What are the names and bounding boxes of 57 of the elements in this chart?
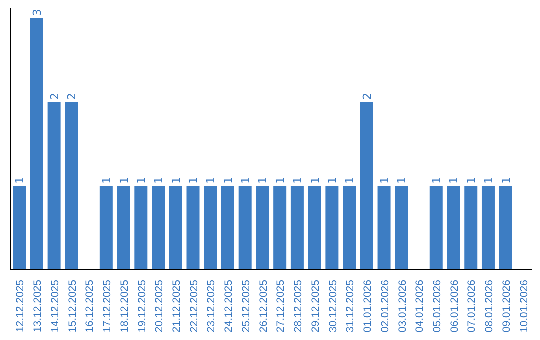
x-tick-label: 12.12.2025 — [14, 280, 27, 333]
data-label: 2 — [360, 93, 374, 100]
data-label: 1 — [378, 177, 392, 184]
data-label: 1 — [308, 177, 322, 184]
data-label: 2 — [48, 93, 62, 100]
data-label: 1 — [152, 177, 166, 184]
x-tick-label: 29.12.2025 — [310, 280, 322, 333]
x-tick-label: 25.12.2025 — [240, 280, 252, 333]
data-label: 1 — [14, 177, 27, 184]
x-tick-label: 02.01.2026 — [379, 280, 392, 333]
data-label: 1 — [222, 177, 235, 184]
data-label: 1 — [204, 177, 218, 184]
data-label: 1 — [448, 177, 461, 184]
x-tick-label: 27.12.2025 — [275, 280, 288, 333]
data-label: 1 — [135, 177, 148, 184]
data-label: 1 — [118, 177, 131, 184]
data-label: 3 — [30, 9, 44, 16]
data-label: 1 — [100, 177, 114, 184]
x-tick-label: 03.01.2026 — [396, 280, 409, 333]
data-label: 1 — [430, 177, 444, 184]
x-tick-label: 07.01.2026 — [466, 280, 478, 333]
x-tick-label: 20.12.2025 — [154, 280, 166, 333]
data-label: 1 — [256, 177, 270, 184]
x-tick-label: 16.12.2025 — [84, 280, 96, 333]
x-tick-label: 22.12.2025 — [188, 280, 200, 333]
x-tick-label: 15.12.2025 — [66, 280, 79, 333]
data-label: 1 — [326, 177, 340, 184]
data-label: 2 — [66, 93, 79, 100]
data-label: 1 — [500, 177, 513, 184]
x-tick-label: 08.01.2026 — [484, 280, 496, 333]
data-label: 1 — [291, 177, 304, 184]
data-label: 1 — [274, 177, 288, 184]
x-tick-label: 10.01.2026 — [518, 280, 530, 333]
data-label: 1 — [482, 177, 496, 184]
data-label: 1 — [344, 177, 357, 184]
x-tick-label: 18.12.2025 — [118, 280, 131, 333]
x-tick-label: 14.12.2025 — [49, 280, 62, 333]
x-tick-label: 26.12.2025 — [258, 280, 270, 333]
x-tick-label: 04.01.2026 — [414, 280, 426, 333]
x-tick-label: 17.12.2025 — [102, 280, 114, 333]
x-tick-label: 01.01.2026 — [362, 280, 374, 333]
x-tick-label: 28.12.2025 — [292, 280, 305, 333]
x-tick-label: 21.12.2025 — [170, 280, 183, 333]
x-tick-label: 24.12.2025 — [223, 280, 236, 333]
x-tick-label: 23.12.2025 — [206, 280, 218, 333]
data-label: 1 — [239, 177, 252, 184]
data-label: 1 — [187, 177, 200, 184]
x-tick-label: 31.12.2025 — [344, 280, 357, 333]
x-tick-label: 06.01.2026 — [448, 280, 461, 333]
x-tick-label: 09.01.2026 — [500, 280, 513, 333]
x-tick-label: 13.12.2025 — [32, 280, 44, 333]
data-label: 1 — [465, 177, 478, 184]
x-tick-label: 05.01.2026 — [431, 280, 444, 333]
x-tick-label: 19.12.2025 — [136, 280, 148, 333]
data-label: 1 — [396, 177, 409, 184]
x-tick-label: 30.12.2025 — [327, 280, 340, 333]
data-label: 1 — [170, 177, 183, 184]
